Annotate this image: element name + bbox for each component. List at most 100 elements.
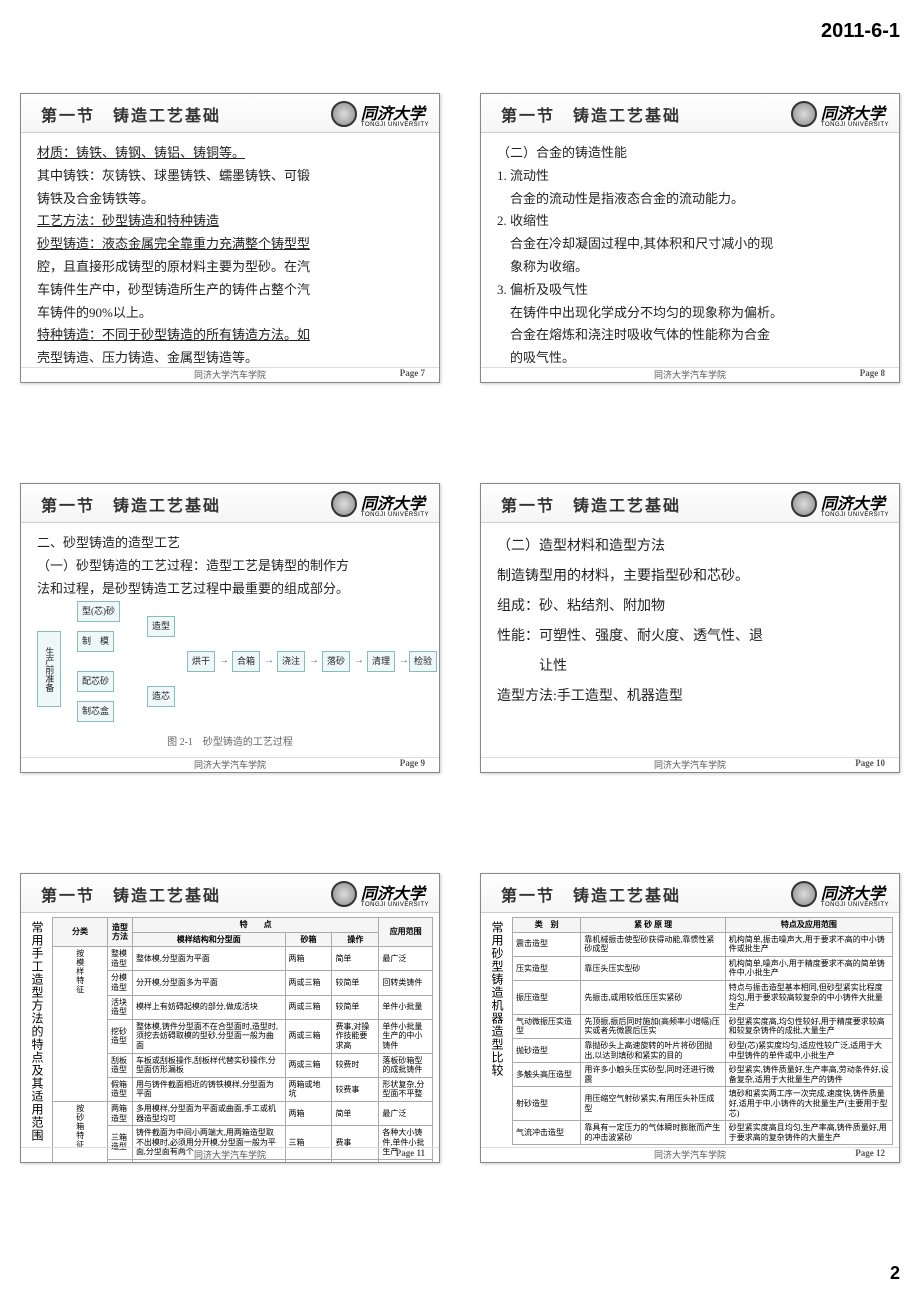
table-cell: 两箱造型 xyxy=(107,1101,132,1125)
arrow-icon: → xyxy=(354,653,364,669)
text: 法和过程，是砂型铸造工艺过程中最重要的组成部分。 xyxy=(37,579,423,600)
fc-node: 清理 xyxy=(367,651,395,671)
th: 分类 xyxy=(53,918,108,947)
footer-center: 同济大学汽车学院 xyxy=(21,368,439,381)
table-cell: 砂型紧实度高,均匀性较好,用于精度要求较高和较复杂铸件的成批,大量生产 xyxy=(725,1014,892,1038)
table-row: 射砂造型用压缩空气射砂紧实,有用压头补压成型填砂和紧实两工序一次完成,速度快,铸… xyxy=(513,1087,893,1121)
fc-node: 烘干 xyxy=(187,651,215,671)
table-row: 气动微振压实造型先顶振,振后同时施加(高频率小增幅)压实或者先微震后压实砂型紧实… xyxy=(513,1014,893,1038)
slide-body: （二）造型材料和造型方法 制造铸型用的材料，主要指型砂和芯砂。 组成：砂、粘结剂… xyxy=(481,523,899,721)
text: 砂型铸造：液态金属完全靠重力充满整个铸型型 xyxy=(37,236,310,251)
slide-header: 第一节 铸造工艺基础 同济大学 TONGJI UNIVERSITY xyxy=(21,94,439,133)
text: 造型方法:手工造型、机器造型 xyxy=(497,683,883,711)
table-row: 挖砂造型整体模,铸件分型面不在合型面时,造型时,须挖去妨碍取模的型砂,分型面一般… xyxy=(53,1019,433,1053)
table-row: 按砂箱特征两箱造型多用模样,分型面为平面或曲面,手工或机器造型均可两箱简单最广泛 xyxy=(53,1101,433,1125)
table-cell: 先振击,或用较低压压实紧砂 xyxy=(581,980,725,1014)
table-cell: 整模造型 xyxy=(107,947,132,971)
table-cell: 震击造型 xyxy=(513,932,581,956)
table-cell: 两箱 xyxy=(285,1101,332,1125)
slide-body: 二、砂型铸造的造型工艺 （一）砂型铸造的工艺过程：造型工艺是铸型的制作方 法和过… xyxy=(21,523,439,751)
arrow-icon: → xyxy=(399,653,409,669)
fc-node: 生产前准备 xyxy=(37,631,61,707)
text: 合金在冷却凝固过程中,其体积和尺寸减小的现 xyxy=(497,234,883,255)
university-logo: 同济大学 TONGJI UNIVERSITY xyxy=(791,490,889,518)
table-cell: 填砂和紧实两工序一次完成,速度快,铸件质量好,适用于中,小铸件的大批量生产(主要… xyxy=(725,1087,892,1121)
table-cell: 简单 xyxy=(332,947,379,971)
table-cell: 挖砂造型 xyxy=(107,1019,132,1053)
table-cell: 两箱 xyxy=(285,947,332,971)
text: 车铸件的90%以上。 xyxy=(37,303,423,324)
table-cell: 气流冲击造型 xyxy=(513,1121,581,1145)
fc-node: 造型 xyxy=(147,616,175,636)
footer-center: 同济大学汽车学院 xyxy=(21,1148,439,1161)
table-cell: 单件小批量 xyxy=(379,995,433,1019)
slide-header: 第一节 铸造工艺基础 同济大学 TONGJI UNIVERSITY xyxy=(481,484,899,523)
th: 模样结构和分型面 xyxy=(132,932,285,947)
table-row: 震击造型靠机械振击使型砂获得动能,靠惯性紧砂成型机构简单,振击噪声大,用于要求不… xyxy=(513,932,893,956)
table-row: 分模造型分开模,分型面多为平面两或三箱较简单回转类铸件 xyxy=(53,971,433,995)
methods-table: 分类 造型方法 特 点 应用范围 模样结构和分型面 砂箱 操作 按模样特征整模造… xyxy=(52,917,433,1163)
arrow-icon: → xyxy=(309,653,319,669)
table-cell: 两或三箱 xyxy=(285,1019,332,1053)
th: 操作 xyxy=(332,932,379,947)
fc-node: 配芯砂 xyxy=(77,671,114,691)
table-cell: 特点与振击造型基本相同,但砂型紧实比程度均匀,用于要求较高较复杂的中小铸件大批量… xyxy=(725,980,892,1014)
vertical-title: 常用手工造型方法的特点及其适用范围 xyxy=(27,917,48,1163)
table-cell: 分模造型 xyxy=(107,971,132,995)
table-cell: 靠压头压实型砂 xyxy=(581,956,725,980)
text: 工艺方法：砂型铸造和特种铸造 xyxy=(37,213,219,228)
university-logo: 同济大学 TONGJI UNIVERSITY xyxy=(791,880,889,908)
table-cell: 砂型紧实度高且均匀,生产率高,铸件质量好,用于要求高的复杂铸件的大量生产 xyxy=(725,1121,892,1145)
slide-footer: 同济大学汽车学院 Page 12 xyxy=(481,1147,899,1158)
logo-subtext: TONGJI UNIVERSITY xyxy=(361,512,429,518)
text: （二）造型材料和造型方法 xyxy=(497,533,883,561)
section-title: 第一节 铸造工艺基础 xyxy=(501,102,681,126)
page-number: 2 xyxy=(20,1263,900,1284)
fc-node: 型(芯)砂 xyxy=(77,601,120,621)
table-cell: 较简单 xyxy=(332,971,379,995)
logo-seal-icon xyxy=(331,101,357,127)
university-logo: 同济大学 TONGJI UNIVERSITY xyxy=(331,100,429,128)
table-row: 假箱造型用与铸件截面相近的铸铁模样,分型面为平面两箱或地坑较费事形状复杂,分型面… xyxy=(53,1077,433,1101)
table-cell: 刮板造型 xyxy=(107,1053,132,1077)
text: 二、砂型铸造的造型工艺 xyxy=(37,533,423,554)
section-title: 第一节 铸造工艺基础 xyxy=(41,492,221,516)
slide-11: 第一节 铸造工艺基础 同济大学 TONGJI UNIVERSITY 常用手工造型… xyxy=(20,873,440,1163)
logo-text: 同济大学 xyxy=(361,106,425,123)
logo-text: 同济大学 xyxy=(821,106,885,123)
th: 紧 砂 原 理 xyxy=(581,918,725,933)
text: 性能：可塑性、强度、耐火度、透气性、退 xyxy=(497,623,883,651)
logo-subtext: TONGJI UNIVERSITY xyxy=(821,512,889,518)
logo-text: 同济大学 xyxy=(361,496,425,513)
arrow-icon: → xyxy=(264,653,274,669)
section-title: 第一节 铸造工艺基础 xyxy=(501,882,681,906)
logo-seal-icon xyxy=(331,881,357,907)
table-cell: 形状复杂,分型面不平整 xyxy=(379,1077,433,1101)
table-cell: 抛砂造型 xyxy=(513,1038,581,1062)
fc-node: 制芯盒 xyxy=(77,701,114,721)
logo-subtext: TONGJI UNIVERSITY xyxy=(821,902,889,908)
table-row: 压实造型靠压头压实型砂机构简单,噪声小,用于精度要求不高的简单铸件中,小批生产 xyxy=(513,956,893,980)
th: 类 别 xyxy=(513,918,581,933)
text: 组成：砂、粘结剂、附加物 xyxy=(497,593,883,621)
table-cell: 两或三箱 xyxy=(285,971,332,995)
logo-text: 同济大学 xyxy=(821,496,885,513)
table-cell: 整体模,分型面为平面 xyxy=(132,947,285,971)
slide-footer: 同济大学汽车学院 Page 10 xyxy=(481,757,899,768)
table-row: 振压造型先振击,或用较低压压实紧砂特点与振击造型基本相同,但砂型紧实比程度均匀,… xyxy=(513,980,893,1014)
th: 砂箱 xyxy=(285,932,332,947)
table-cell: 分开模,分型面多为平面 xyxy=(132,971,285,995)
text: 合金在熔炼和浇注时吸收气体的性能称为合金 xyxy=(497,325,883,346)
fc-node: 检验 xyxy=(409,651,437,671)
table-cell: 靠机械振击使型砂获得动能,靠惯性紧砂成型 xyxy=(581,932,725,956)
slide-header: 第一节 铸造工艺基础 同济大学 TONGJI UNIVERSITY xyxy=(21,874,439,913)
th: 特点及应用范围 xyxy=(725,918,892,933)
slide-10: 第一节 铸造工艺基础 同济大学 TONGJI UNIVERSITY （二）造型材… xyxy=(480,483,900,773)
table-cell: 较简单 xyxy=(332,995,379,1019)
text: 车铸件生产中，砂型铸造所生产的铸件占整个汽 xyxy=(37,280,423,301)
text: 铸铁及合金铸铁等。 xyxy=(37,189,423,210)
table-cell: 最广泛 xyxy=(379,1101,433,1125)
table-row: 活块造型模样上有妨碍起模的部分,做成活块两或三箱较简单单件小批量 xyxy=(53,995,433,1019)
logo-seal-icon xyxy=(791,101,817,127)
table-cell: 用与铸件截面相近的铸铁模样,分型面为平面 xyxy=(132,1077,285,1101)
